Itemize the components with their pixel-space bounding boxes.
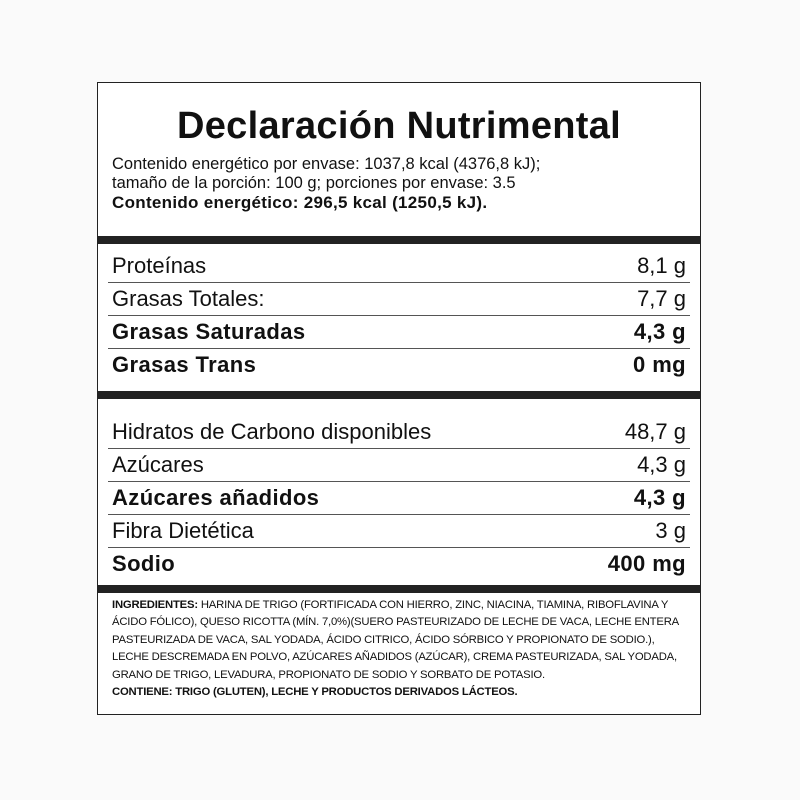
nutrient-value: 8,1 g — [637, 252, 686, 278]
nutrient-value: 4,3 g — [633, 484, 686, 510]
ingredients: INGREDIENTES: HARINA DE TRIGO (FORTIFICA… — [112, 597, 688, 701]
nutrient-value: 4,3 g — [633, 318, 686, 344]
nutrient-row: Fibra Dietética 3 g — [108, 514, 690, 548]
nutrient-row: Grasas Trans 0 mg — [108, 348, 690, 381]
nutrient-row: Sodio 400 mg — [108, 547, 690, 580]
nutrient-value: 48,7 g — [624, 418, 686, 444]
nutrient-value: 7,7 g — [637, 285, 686, 311]
nutrient-name: Azúcares — [112, 451, 204, 477]
label-title: Declaración Nutrimental — [176, 105, 622, 147]
nutrient-name: Hidratos de Carbono disponibles — [112, 418, 432, 444]
divider-bar — [98, 585, 700, 593]
energy-info: Contenido energético por envase: 1037,8 … — [112, 155, 540, 212]
nutrient-row: Azúcares añadidos 4,3 g — [108, 481, 690, 515]
nutrient-name: Grasas Totales: — [112, 285, 265, 311]
nutrient-row: Grasas Saturadas 4,3 g — [108, 315, 690, 349]
nutrient-value: 3 g — [655, 517, 686, 543]
nutrient-name: Fibra Dietética — [112, 517, 254, 543]
energy-per-package: Contenido energético por envase: 1037,8 … — [112, 155, 541, 173]
nutrient-value: 4,3 g — [637, 451, 686, 477]
nutrient-row: Azúcares 4,3 g — [108, 448, 690, 482]
nutrient-name: Proteínas — [112, 252, 207, 278]
energy-per-serving: Contenido energético: 296,5 kcal (1250,5… — [112, 193, 488, 212]
allergens: CONTIENE: TRIGO (GLUTEN), LECHE Y PRODUC… — [112, 686, 518, 699]
nutrient-row: Proteínas 8,1 g — [108, 249, 690, 283]
serving-size: tamaño de la porción: 100 g; porciones p… — [112, 174, 516, 192]
nutrient-name: Azúcares añadidos — [112, 484, 320, 510]
ingredients-label: INGREDIENTES: — [112, 599, 198, 611]
ingredients-text: HARINA DE TRIGO (FORTIFICADA CON HIERRO,… — [112, 599, 679, 681]
nutrient-row: Grasas Totales: 7,7 g — [108, 282, 690, 316]
divider-bar — [98, 236, 700, 244]
nutrient-name: Grasas Saturadas — [112, 318, 306, 344]
divider-bar — [98, 391, 700, 399]
nutrition-label: Declaración Nutrimental Contenido energé… — [97, 82, 701, 715]
nutrient-name: Grasas Trans — [112, 351, 257, 377]
nutrient-name: Sodio — [112, 550, 176, 576]
nutrient-value: 0 mg — [633, 351, 686, 377]
nutrient-value: 400 mg — [607, 550, 686, 576]
nutrient-row: Hidratos de Carbono disponibles 48,7 g — [108, 415, 690, 449]
